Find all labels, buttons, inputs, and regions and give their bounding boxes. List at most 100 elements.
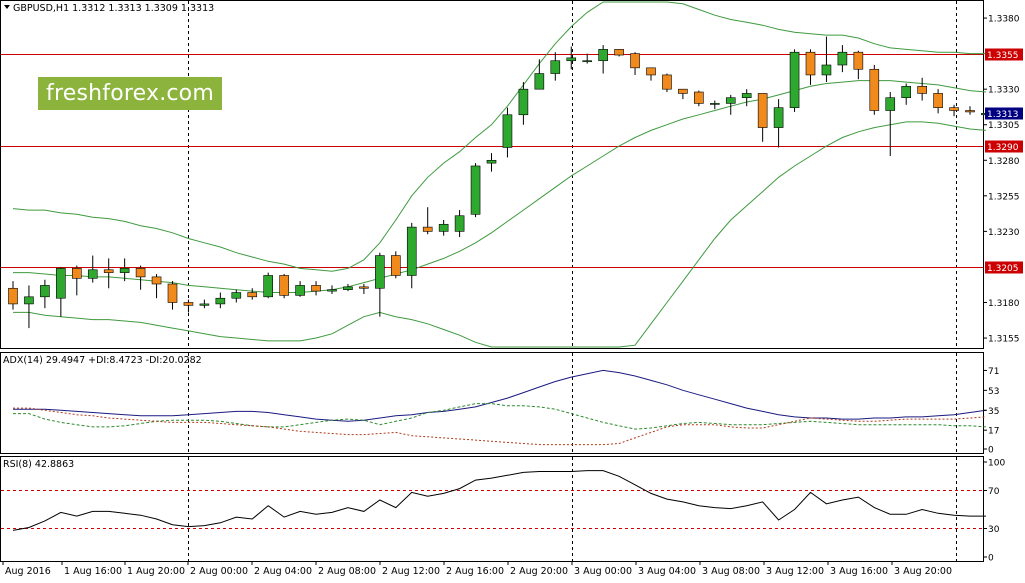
candle <box>263 272 274 299</box>
candle <box>709 100 720 110</box>
x-tick-label: Aug 2016 <box>5 566 51 577</box>
adx-lines <box>13 369 987 446</box>
bear-candle-body <box>183 302 194 306</box>
x-tick-label: 2 Aug 12:00 <box>382 566 440 577</box>
candle <box>135 265 146 290</box>
bull-candle-body <box>263 275 274 298</box>
x-tick-label: 3 Aug 16:00 <box>830 566 888 577</box>
candle <box>678 88 688 100</box>
current-price-label-bg <box>985 107 1023 120</box>
adx-y-tick-label: 71 <box>988 367 999 377</box>
candle <box>247 288 258 300</box>
bull-candle-body <box>215 297 226 305</box>
bear-candle-body <box>151 276 162 285</box>
x-axis: Aug 2016 1 Aug 16:00 1 Aug 20:00 2 Aug 00:0… <box>2 561 952 577</box>
candle <box>933 89 943 114</box>
rsi-y-tick-label: 100 <box>988 459 1005 469</box>
x-tick-label: 2 Aug 08:00 <box>318 566 376 577</box>
candle <box>279 274 289 299</box>
candle <box>199 299 210 309</box>
bull-candle-body <box>119 268 130 273</box>
candle <box>598 45 608 74</box>
candle <box>231 289 242 303</box>
bull-candle-body <box>534 73 545 90</box>
bull-candle-body <box>773 107 784 128</box>
bull-candle-body <box>885 97 896 111</box>
candle <box>8 281 18 310</box>
y-tick-label: 1.3255 <box>988 192 1020 202</box>
candle <box>662 73 672 93</box>
main-y-axis: 1.3355 1.3290 1.3205 1.3380 1.3330 1.3305 1.32… <box>983 15 1023 345</box>
bull-candle-body <box>56 268 66 299</box>
bear-candle-body <box>103 269 114 273</box>
bull-candle-body <box>87 269 98 279</box>
bull-candle-body <box>518 88 529 116</box>
bollinger-bands <box>12 1 986 348</box>
candle <box>965 106 975 115</box>
x-tick-label: 1 Aug 20:00 <box>127 566 185 577</box>
rsi-y-tick-label: 30 <box>988 525 1000 535</box>
bear-candle-body <box>422 226 433 232</box>
candle <box>343 284 353 292</box>
y-tick-label: 1.3380 <box>988 15 1020 25</box>
candle <box>518 82 529 125</box>
bull-candle-body <box>470 165 481 215</box>
candle <box>486 153 497 172</box>
candle <box>422 207 433 235</box>
adx-y-tick-label: 53 <box>988 387 999 397</box>
x-tick-label: 3 Aug 00:00 <box>574 566 632 577</box>
x-tick-label: 3 Aug 04:00 <box>638 566 696 577</box>
bull-candle-body <box>901 86 912 99</box>
candle <box>917 77 927 101</box>
bear-candle-body <box>757 93 768 128</box>
price-line-label-bg <box>985 140 1023 153</box>
bear-candle-body <box>805 51 816 76</box>
bear-candle-body <box>359 286 369 289</box>
price-line-label: 1.3205 <box>987 264 1019 274</box>
bull-candle-body <box>40 285 50 298</box>
x-tick-label: 2 Aug 16:00 <box>446 566 504 577</box>
freshforex-logo: freshforex.com <box>38 77 222 110</box>
candle <box>502 107 513 158</box>
plus-di-line <box>13 403 986 430</box>
bear-candle-body <box>135 268 146 278</box>
candle <box>183 299 194 313</box>
candle <box>534 59 545 90</box>
bull-candle-body <box>789 51 800 108</box>
price-line-label: 1.3290 <box>987 143 1019 153</box>
candle <box>614 49 624 57</box>
bear-candle-body <box>167 283 178 303</box>
bull-candle-body <box>454 215 465 232</box>
candle <box>215 292 226 309</box>
candle <box>72 265 82 296</box>
price-line-label: 1.3355 <box>987 51 1019 61</box>
x-tick-label: 3 Aug 08:00 <box>702 566 760 577</box>
main-header: GBPUSD,H1 1.3312 1.3313 1.3309 1.3313 <box>13 3 214 14</box>
bear-candle-body <box>614 49 624 56</box>
bull-candle-body <box>199 303 210 306</box>
bull-candle-body <box>821 64 832 76</box>
bear-candle-body <box>311 285 321 292</box>
adx-y-tick-label: 35 <box>988 407 999 417</box>
bear-candle-body <box>678 88 688 94</box>
bull-candle-body <box>566 57 577 62</box>
dropdown-triangle-icon[interactable] <box>4 5 10 9</box>
adx-header: ADX(14) 29.4947 +DI:8.4723 -DI:20.0282 <box>3 355 202 366</box>
candle <box>151 274 162 299</box>
bear-candle-body <box>279 275 289 296</box>
bollinger-lower-line <box>13 121 986 348</box>
candle <box>901 83 912 105</box>
price-lines <box>1 54 983 268</box>
candle <box>359 284 369 294</box>
bear-candle-body <box>917 86 927 94</box>
bear-candle-body <box>8 287 18 305</box>
candle <box>821 36 832 83</box>
candle <box>789 49 800 112</box>
bear-candle-body <box>247 292 258 298</box>
price-line-label-bg <box>985 48 1023 61</box>
x-tick-label: 1 Aug 16:00 <box>64 566 122 577</box>
rsi-y-axis: 100 70 30 0 <box>983 459 1005 564</box>
adx-y-tick-label: 17 <box>988 427 999 437</box>
adx-line <box>13 369 987 422</box>
